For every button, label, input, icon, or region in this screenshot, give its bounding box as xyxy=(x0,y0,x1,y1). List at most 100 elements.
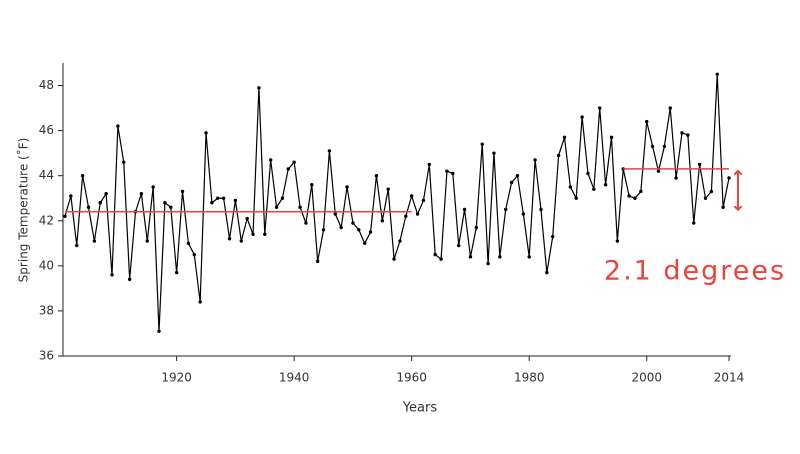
data-point xyxy=(221,196,226,200)
data-point xyxy=(551,234,555,239)
data-point xyxy=(415,212,420,216)
data-point xyxy=(421,198,426,203)
data-point xyxy=(110,273,114,277)
data-point xyxy=(274,205,279,209)
data-point xyxy=(357,228,361,232)
data-point xyxy=(727,176,731,180)
data-point xyxy=(210,201,214,205)
data-point xyxy=(321,228,326,232)
data-point xyxy=(151,185,155,189)
data-point xyxy=(539,207,543,212)
data-point xyxy=(633,196,637,200)
data-point xyxy=(286,167,290,171)
data-point xyxy=(468,255,473,259)
x-tick-label: 2000 xyxy=(631,371,662,385)
data-point xyxy=(592,187,596,191)
data-point xyxy=(157,329,161,333)
data-point xyxy=(251,232,255,236)
data-point xyxy=(315,259,320,264)
data-point xyxy=(668,106,672,110)
data-point xyxy=(492,151,496,155)
data-point xyxy=(574,196,578,200)
data-point xyxy=(227,237,232,241)
data-point xyxy=(715,72,719,76)
data-point xyxy=(662,144,667,149)
x-tick-label: 1940 xyxy=(279,371,310,385)
data-point xyxy=(268,158,273,162)
data-point xyxy=(456,243,461,248)
data-point xyxy=(404,214,408,218)
data-point xyxy=(310,183,314,187)
data-point xyxy=(721,205,725,209)
y-tick-label: 36 xyxy=(39,349,54,363)
data-point xyxy=(645,119,649,124)
data-point xyxy=(204,131,208,135)
data-point xyxy=(545,270,549,275)
data-point xyxy=(586,171,590,176)
y-tick-label: 46 xyxy=(39,123,54,137)
data-point xyxy=(392,257,396,261)
data-point xyxy=(86,205,91,209)
data-point xyxy=(451,171,455,176)
data-point xyxy=(374,173,379,178)
data-point xyxy=(345,185,349,189)
data-point xyxy=(198,300,202,304)
data-point xyxy=(609,135,614,140)
data-point xyxy=(409,194,414,198)
data-point xyxy=(263,232,267,236)
data-point xyxy=(298,205,302,209)
data-point xyxy=(368,230,373,234)
data-point xyxy=(521,212,526,216)
data-point xyxy=(433,252,437,257)
data-point xyxy=(504,207,508,212)
data-point xyxy=(686,133,690,137)
x-tick-label: 1920 xyxy=(161,371,192,385)
data-point xyxy=(674,176,678,180)
data-point xyxy=(568,185,573,189)
data-point xyxy=(245,216,249,221)
data-point xyxy=(562,135,567,140)
data-point xyxy=(498,255,502,259)
data-point xyxy=(445,169,449,173)
x-tick-label: 2014 xyxy=(714,371,745,385)
data-point xyxy=(180,189,185,194)
data-point xyxy=(615,239,620,243)
data-point xyxy=(427,162,432,167)
data-point xyxy=(598,106,602,110)
data-point xyxy=(257,86,261,90)
data-point xyxy=(527,255,531,259)
data-point xyxy=(697,162,702,167)
data-point xyxy=(480,142,484,146)
data-line xyxy=(64,74,730,332)
y-tick-label: 38 xyxy=(39,303,54,317)
data-point xyxy=(75,243,79,248)
data-point xyxy=(186,241,191,246)
data-point xyxy=(174,270,179,275)
data-point xyxy=(333,212,338,216)
x-tick-label: 1960 xyxy=(396,371,427,385)
data-point xyxy=(122,160,126,164)
data-point xyxy=(116,124,120,128)
data-point xyxy=(292,160,296,164)
data-point xyxy=(145,239,149,243)
x-axis-label: Years xyxy=(402,401,438,416)
data-point xyxy=(709,189,714,194)
y-tick-label: 40 xyxy=(39,258,54,272)
data-point xyxy=(580,115,584,119)
data-point xyxy=(104,192,108,196)
data-point xyxy=(280,196,285,200)
x-tick-label: 1980 xyxy=(514,371,545,385)
data-point xyxy=(533,158,537,162)
y-axis-label: Spring Temperature (˚F) xyxy=(16,138,31,283)
y-tick-label: 42 xyxy=(39,213,54,227)
data-point xyxy=(80,173,85,178)
data-point xyxy=(98,201,102,205)
data-point xyxy=(398,239,402,243)
data-point xyxy=(362,241,367,246)
data-point xyxy=(656,169,661,173)
data-point xyxy=(603,183,608,187)
data-point xyxy=(351,221,355,225)
data-point xyxy=(462,207,467,212)
